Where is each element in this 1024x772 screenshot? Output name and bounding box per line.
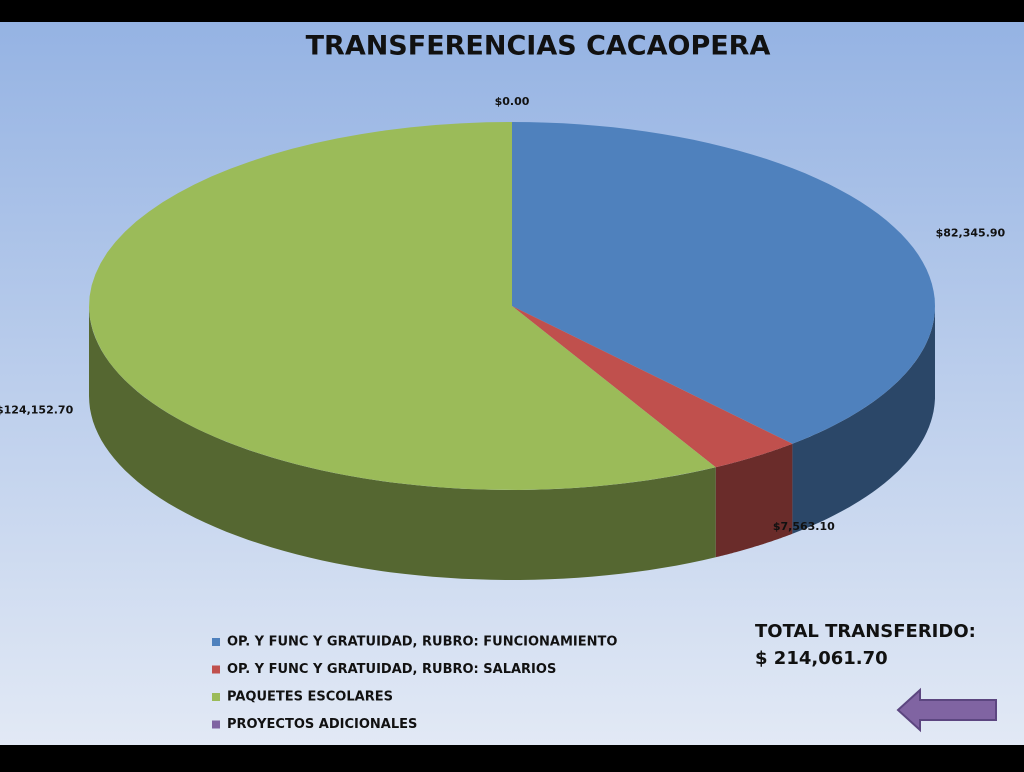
legend-swatch <box>212 638 220 646</box>
pie-slice-side <box>715 443 793 558</box>
back-arrow[interactable] <box>896 687 997 733</box>
data-label: $82,345.90 <box>936 227 1006 240</box>
pie-slice <box>89 122 716 490</box>
data-label: $0.00 <box>495 95 530 108</box>
legend-label: OP. Y FUNC Y GRATUIDAD, RUBRO: FUNCIONAM… <box>227 635 617 650</box>
chart-title: TRANSFERENCIAS CACAOPERA <box>306 31 771 62</box>
pie-slice-side <box>89 306 716 580</box>
legend-swatch <box>212 665 220 674</box>
legend: OP. Y FUNC Y GRATUIDAD, RUBRO: FUNCIONAM… <box>212 635 617 732</box>
legend-label: PAQUETES ESCOLARES <box>227 690 393 705</box>
data-label: $7,563.10 <box>773 520 835 533</box>
total-value: $ 214,061.70 <box>755 648 888 669</box>
legend-swatch <box>212 693 220 701</box>
legend-swatch <box>212 720 220 729</box>
pie-slice <box>512 122 935 444</box>
pie-slice <box>512 306 793 468</box>
legend-label: PROYECTOS ADICIONALES <box>227 717 417 732</box>
legend-label: OP. Y FUNC Y GRATUIDAD, RUBRO: SALARIOS <box>227 662 556 677</box>
pie-slice-side <box>792 306 935 534</box>
total-label: TOTAL TRANSFERIDO: <box>755 621 976 642</box>
data-label: $124,152.70 <box>0 404 74 417</box>
pie: $82,345.90 $7,563.10 $124,152.70 $0.00 <box>0 95 1006 580</box>
